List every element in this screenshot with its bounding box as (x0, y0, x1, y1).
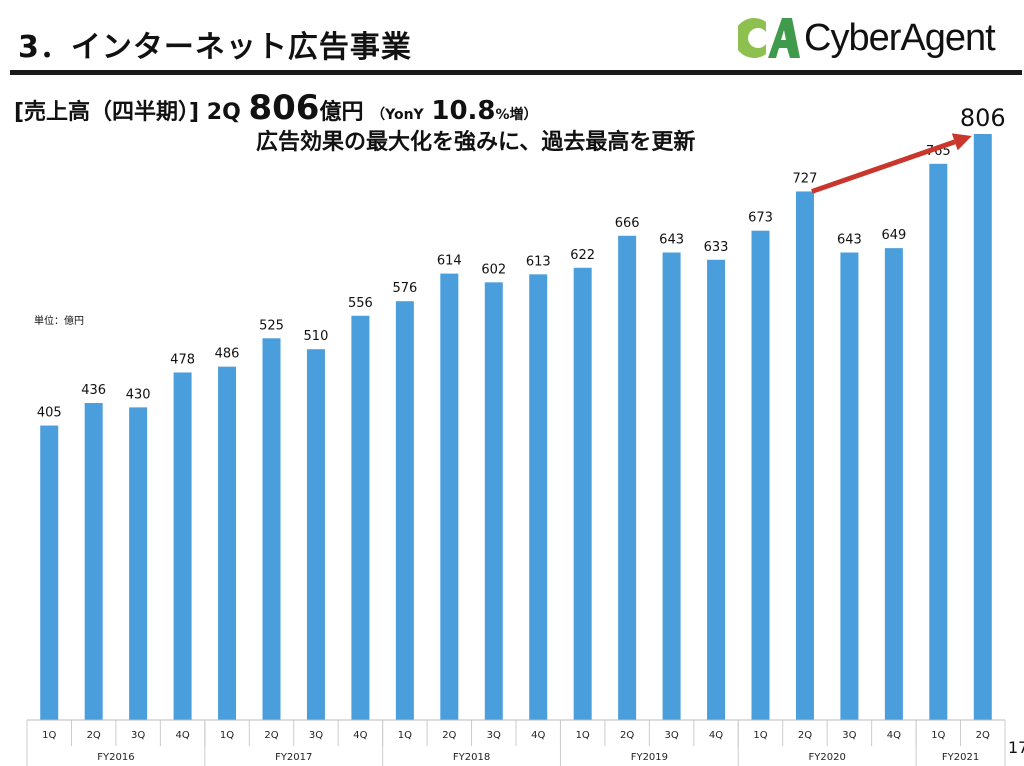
x-group-label: FY2017 (275, 752, 312, 763)
x-tick-label: 2Q (87, 730, 101, 741)
bar (306, 349, 325, 720)
x-group-label: FY2018 (453, 752, 490, 763)
x-tick-label: 2Q (442, 730, 456, 741)
x-tick-label: 4Q (887, 730, 901, 741)
bar (751, 230, 770, 720)
data-label: 643 (837, 233, 862, 248)
ca-logo-mark-icon (738, 18, 800, 58)
bar (40, 425, 59, 720)
data-label: 602 (481, 262, 506, 277)
data-label: 666 (615, 216, 640, 231)
bar (440, 273, 459, 720)
bar (218, 366, 237, 720)
x-tick-label: 1Q (398, 730, 412, 741)
x-tick-label: 2Q (976, 730, 990, 741)
bar (351, 315, 370, 720)
bar (129, 407, 148, 720)
unit-label: 単位：億円 (34, 316, 84, 327)
headline-prefix: [売上高（四半期）] 2Q (14, 100, 241, 125)
bar (929, 163, 948, 720)
bar (484, 282, 503, 720)
x-tick-label: 4Q (531, 730, 545, 741)
x-group-label: FY2021 (942, 752, 979, 763)
cyberagent-logo: CyberAgent (738, 14, 996, 62)
data-label: 478 (170, 352, 195, 367)
bar (662, 252, 681, 721)
x-tick-label: 1Q (753, 730, 767, 741)
yoy-value: 10.8 (431, 96, 496, 126)
bar (529, 274, 548, 720)
headline-unit: 億円 (319, 100, 364, 125)
data-label: 510 (304, 329, 329, 344)
x-tick-label: 3Q (664, 730, 678, 741)
data-label: 576 (392, 281, 417, 296)
x-tick-label: 3Q (131, 730, 145, 741)
data-label: 430 (126, 387, 151, 402)
bar (707, 259, 726, 720)
bar (973, 134, 992, 720)
bar (84, 403, 103, 720)
subheadline: 広告効果の最大化を強みに、過去最高を更新 (256, 130, 696, 155)
bar (618, 235, 637, 720)
title-divider (10, 70, 1022, 75)
data-label: 613 (526, 254, 551, 269)
yoy-label: （YonY (371, 107, 424, 123)
bar (262, 338, 281, 720)
x-tick-label: 2Q (620, 730, 634, 741)
highlight-data-label: 806 (960, 104, 1006, 132)
arrow-head-icon (951, 133, 972, 151)
bar (173, 372, 192, 720)
bar (840, 252, 859, 721)
page-number: 17 (1008, 738, 1024, 757)
logo-text: CyberAgent (804, 16, 996, 59)
x-tick-label: 3Q (487, 730, 501, 741)
x-tick-label: 1Q (42, 730, 56, 741)
bar (573, 267, 592, 720)
data-label: 622 (570, 248, 595, 263)
x-tick-label: 4Q (175, 730, 189, 741)
x-tick-label: 2Q (798, 730, 812, 741)
data-label: 614 (437, 254, 462, 269)
x-tick-label: 1Q (576, 730, 590, 741)
data-label: 673 (748, 211, 773, 226)
x-tick-label: 1Q (931, 730, 945, 741)
yoy-suffix: %増） (495, 107, 538, 123)
data-label: 633 (704, 240, 729, 255)
slide-title: 3．インターネット広告事業 (18, 30, 412, 65)
bar (795, 191, 814, 721)
x-group-label: FY2019 (631, 752, 668, 763)
x-tick-label: 4Q (353, 730, 367, 741)
data-label: 525 (259, 318, 284, 333)
x-tick-label: 3Q (309, 730, 323, 741)
data-label: 649 (881, 228, 906, 243)
x-group-label: FY2016 (97, 752, 134, 763)
x-tick-label: 3Q (842, 730, 856, 741)
bar (884, 248, 903, 720)
data-label: 727 (793, 171, 818, 186)
headline: [売上高（四半期）] 2Q 806億円 （YonY 10.8%増） (14, 88, 538, 128)
x-tick-label: 2Q (264, 730, 278, 741)
data-label: 436 (81, 383, 106, 398)
data-label: 405 (37, 406, 62, 421)
x-group-label: FY2020 (809, 752, 846, 763)
x-tick-label: 4Q (709, 730, 723, 741)
data-label: 556 (348, 296, 373, 311)
x-tick-label: 1Q (220, 730, 234, 741)
growth-arrow-shaft (811, 139, 956, 194)
data-label: 643 (659, 233, 684, 248)
headline-value: 806 (248, 88, 320, 128)
data-label: 486 (215, 347, 240, 362)
bar (395, 301, 414, 720)
